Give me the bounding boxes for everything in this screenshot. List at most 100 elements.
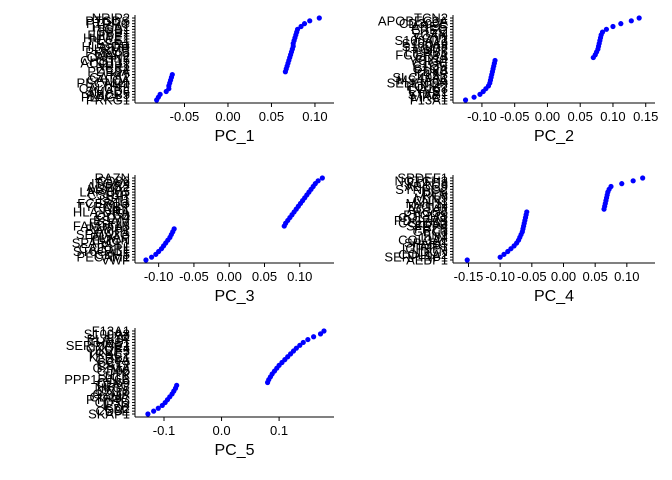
gene-label: CST7: [97, 358, 130, 373]
gene-label: NKG7: [95, 381, 130, 396]
gene-label: CD74: [97, 210, 130, 225]
gene-label: VWF: [101, 253, 130, 268]
gene-label: COL6A3: [398, 216, 448, 231]
panel-3: VWFPECAM1CDH5ST6GAL1CALCRLFLT1SPARCL1EMC…: [72, 171, 334, 305]
gene-label: ACTA2: [407, 202, 448, 217]
gene-label: SEMA3G: [76, 227, 130, 242]
data-point: [169, 71, 175, 78]
gene-label: AEBP1: [406, 253, 448, 268]
gene-label: CD2: [104, 401, 130, 416]
gene-label: CD14: [415, 50, 448, 65]
x-tick-label: -0.05: [179, 269, 209, 284]
gene-label: LCK: [105, 369, 131, 384]
x-tick-label: -0.05: [517, 269, 547, 284]
data-point: [464, 257, 470, 263]
x-tick-label: -0.1: [153, 423, 175, 438]
gene-label: FAM167B: [73, 219, 130, 234]
gene-label: PRKG1: [86, 93, 130, 108]
data-point: [618, 21, 624, 27]
data-point: [319, 175, 325, 181]
gene-label: LUM: [421, 230, 448, 245]
gene-label: APOBEC3A: [378, 13, 448, 28]
gene-label: ITGB1: [92, 22, 130, 37]
x-tick-label: 0.10: [287, 269, 312, 284]
data-point: [143, 257, 149, 263]
gene-label: AIF1: [103, 202, 130, 217]
gene-label: COL1A2: [398, 247, 448, 262]
data-point: [610, 23, 616, 30]
data-point: [157, 91, 163, 97]
gene-label: S100A8: [84, 326, 130, 341]
data-point: [301, 21, 308, 27]
x-tick-label: 0.05: [259, 109, 284, 124]
gene-label: AQP1: [95, 224, 130, 239]
x-tick-label: 0.10: [600, 109, 625, 124]
gene-label: KLRB1: [89, 349, 130, 364]
x-tick-label: 0.10: [614, 269, 639, 284]
gene-label: CAPN2: [87, 50, 130, 65]
gene-label: SKAP1: [88, 407, 130, 422]
gene-label: ST6GAL1: [73, 244, 130, 259]
gene-label: KCNJ8: [407, 176, 448, 191]
gene-label: GZMA: [92, 361, 130, 376]
gene-label: CDH5: [95, 247, 130, 262]
gene-label: GATA2: [89, 70, 130, 85]
gene-label: HLA-DRA: [73, 204, 130, 219]
x-tick-label: -0.10: [485, 269, 515, 284]
data-point: [171, 226, 177, 232]
gene-label: PLVAP: [90, 230, 130, 245]
gene-label: ESAM: [93, 213, 130, 228]
gene-label: ITK: [110, 366, 131, 381]
gene-label: PTPRC: [86, 392, 130, 407]
gene-label: CYBB: [95, 207, 130, 222]
gene-label: FRZB: [414, 221, 448, 236]
gene-label: ZEB2: [97, 61, 130, 76]
gene-label: C1QC: [412, 56, 448, 71]
gene-label: MYL9: [414, 190, 448, 205]
gene-label: CD247: [90, 389, 130, 404]
data-point: [315, 178, 321, 184]
gene-label: CD86: [97, 173, 130, 188]
gene-label: SELENOP: [387, 76, 448, 91]
gene-label: PTPRC: [86, 16, 130, 31]
gene-label: F13A1: [410, 93, 448, 108]
gene-label: EREG: [411, 22, 448, 37]
gene-label: TFPI: [102, 78, 130, 93]
gene-label: RGS5: [413, 204, 448, 219]
gene-label: MYH11: [406, 196, 448, 211]
data-point: [636, 15, 642, 21]
gene-label: ITGAX: [91, 176, 130, 191]
data-point: [317, 331, 324, 337]
gene-label: LAPTM5: [79, 185, 130, 200]
data-point: [155, 405, 161, 411]
gene-label: SMAD6: [85, 84, 130, 99]
data-point: [174, 382, 180, 388]
gene-label: GPC3: [413, 224, 448, 239]
x-tick-label: -0.15: [454, 269, 484, 284]
data-point: [492, 57, 498, 64]
gene-label: LYVE1: [408, 84, 448, 99]
gene-label: SFRP4: [406, 219, 448, 234]
gene-label: STAB1: [408, 87, 448, 102]
gene-label: PLAGL1: [81, 90, 130, 105]
gene-label: PTGDS: [403, 207, 448, 222]
x-tick-label: 0.10: [302, 109, 327, 124]
gene-label: TAGLN: [406, 199, 448, 214]
gene-label: ABCB5: [87, 87, 130, 102]
gene-label: MRC1: [411, 90, 448, 105]
gene-label: TGM2: [412, 42, 448, 57]
x-tick-label: 0.00: [551, 269, 576, 284]
data-point: [471, 94, 477, 100]
data-point: [311, 334, 317, 340]
gene-label: SYNPO2: [395, 182, 448, 197]
data-point: [603, 26, 610, 32]
x-tick-label: 0.15: [633, 109, 658, 124]
x-axis-title: PC_2: [534, 128, 574, 145]
gene-label: CALCRL: [79, 81, 130, 96]
gene-label: CSF1R: [87, 187, 130, 202]
gene-label: CALCRL: [79, 241, 130, 256]
gene-label: FCER1G: [77, 196, 130, 211]
gene-label: SLC40A1: [392, 70, 448, 85]
gene-label: CD3E: [95, 404, 130, 419]
